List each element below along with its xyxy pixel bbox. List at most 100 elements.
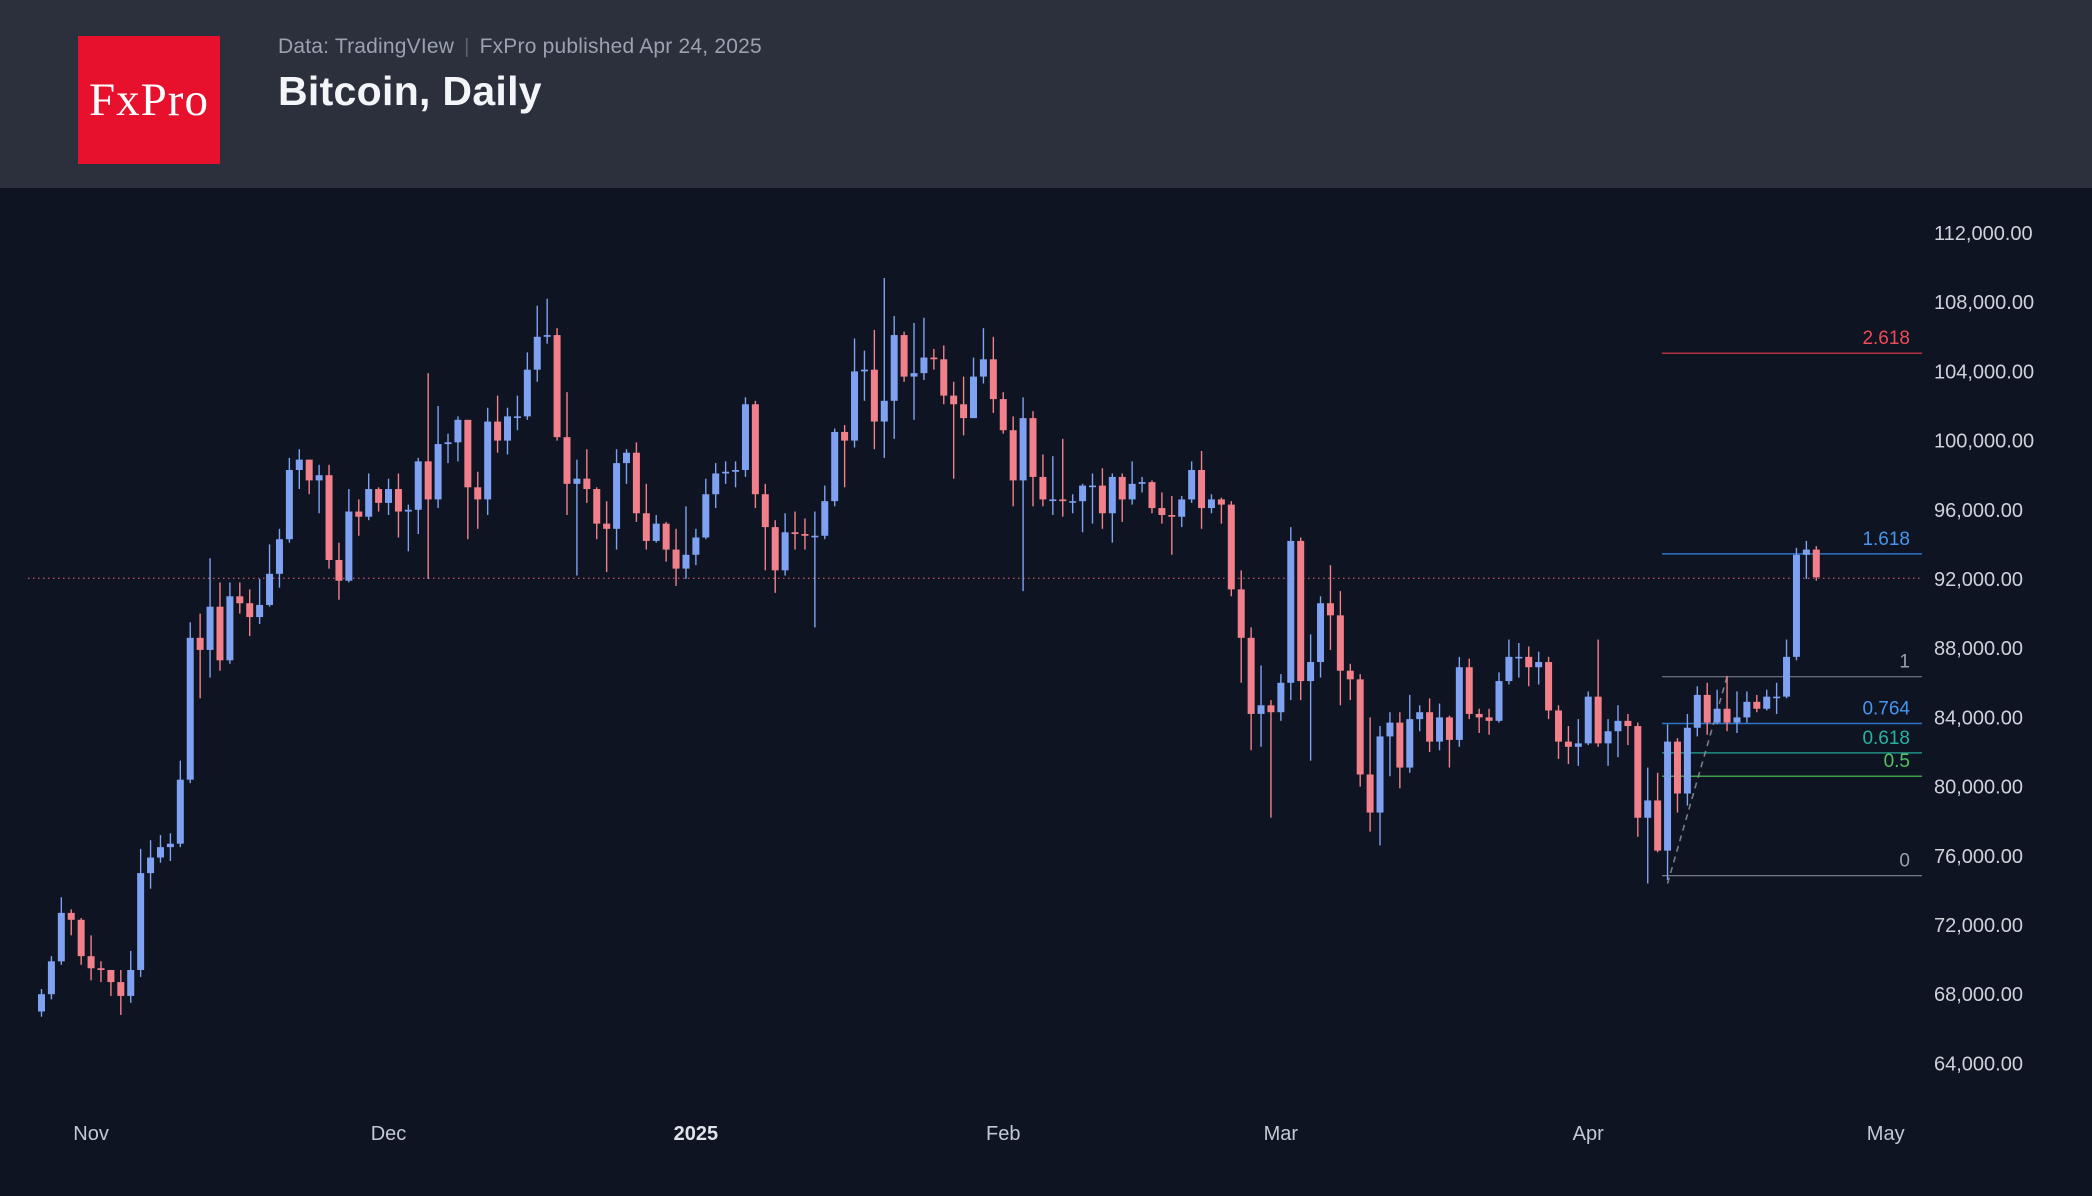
candle-up — [1515, 656, 1523, 659]
y-axis-label: 108,000.00 — [1934, 292, 2034, 314]
y-axis-label: 68,000.00 — [1934, 984, 2023, 1006]
candle-down — [553, 335, 561, 438]
candle-down — [97, 968, 105, 970]
candle-down — [771, 527, 779, 571]
candle-down — [1366, 774, 1374, 813]
candle-down — [1654, 800, 1662, 851]
candle-up — [285, 470, 293, 540]
candle-down — [1168, 514, 1176, 517]
candle-up — [345, 511, 353, 581]
candle-up — [176, 779, 184, 844]
candle-up — [454, 419, 462, 443]
candle-down — [375, 489, 383, 503]
candle-down — [1237, 589, 1245, 638]
fib-label-1: 1 — [1899, 652, 1910, 673]
candle-up — [722, 471, 730, 474]
candle-up — [523, 369, 531, 417]
candle-down — [751, 404, 759, 495]
candle-up — [652, 523, 660, 541]
candle-up — [484, 421, 492, 500]
candle-up — [147, 857, 155, 874]
candle-up — [1188, 470, 1196, 500]
candle-down — [77, 919, 85, 957]
candle-down — [593, 489, 601, 524]
candle-down — [583, 478, 591, 490]
candle-down — [632, 452, 640, 514]
candle-up — [1307, 662, 1315, 682]
candle-down — [67, 912, 75, 920]
x-axis-label-Dec: Dec — [371, 1123, 407, 1145]
candle-up — [1178, 499, 1186, 517]
fib-label-0.5: 0.5 — [1884, 751, 1910, 772]
candle-down — [1594, 696, 1602, 744]
candle-up — [1277, 682, 1285, 713]
candle-down — [216, 606, 224, 661]
candle-up — [186, 637, 194, 780]
candle-down — [1564, 741, 1572, 747]
candle-up — [513, 416, 521, 418]
candle-down — [1267, 705, 1275, 713]
y-axis-label: 100,000.00 — [1934, 431, 2034, 453]
x-axis-label-Nov: Nov — [73, 1123, 109, 1145]
y-axis-label: 104,000.00 — [1934, 361, 2034, 383]
candle-up — [1783, 656, 1791, 697]
y-axis-label: 76,000.00 — [1934, 846, 2023, 868]
candle-down — [950, 395, 958, 405]
candle-down — [603, 523, 611, 529]
fxpro-logo: FxPro — [78, 36, 220, 164]
candle-up — [1495, 681, 1503, 721]
fib-label-0.764: 0.764 — [1862, 698, 1910, 719]
candle-down — [196, 637, 204, 650]
candle-down — [960, 404, 968, 419]
fib-label-2.618: 2.618 — [1862, 328, 1910, 349]
candle-down — [642, 513, 650, 541]
candle-up — [1792, 554, 1800, 657]
candle-down — [940, 359, 948, 396]
candle-down — [563, 437, 571, 484]
candle-down — [1703, 694, 1711, 723]
candle-up — [127, 969, 135, 996]
header-titles: Data: TradingVIew | FxPro published Apr 24… — [278, 35, 762, 115]
candle-down — [1426, 712, 1434, 742]
candle-up — [434, 444, 442, 500]
candle-down — [1247, 637, 1255, 714]
candle-up — [156, 847, 164, 858]
candle-down — [464, 419, 472, 488]
candle-down — [246, 603, 254, 618]
candle-down — [930, 357, 938, 360]
candle-up — [890, 335, 898, 401]
y-axis-label: 84,000.00 — [1934, 707, 2023, 729]
candle-up — [1079, 485, 1087, 502]
candle-down — [1396, 722, 1404, 768]
published-label: FxPro published Apr 24, 2025 — [479, 35, 762, 58]
candle-up — [1763, 696, 1771, 709]
candle-up — [1049, 499, 1057, 502]
candle-up — [811, 535, 819, 538]
candle-up — [1138, 482, 1146, 484]
candle-up — [1664, 741, 1672, 851]
candle-up — [970, 376, 978, 419]
candle-up — [444, 442, 452, 445]
y-axis-label: 112,000.00 — [1934, 223, 2033, 245]
candle-up — [741, 404, 749, 471]
candle-up — [404, 509, 412, 512]
candle-up — [533, 336, 541, 370]
candle-down — [1029, 418, 1037, 477]
candle-up — [275, 539, 283, 574]
candle-up — [1207, 499, 1215, 509]
candle-down — [1217, 499, 1225, 505]
candle-up — [1614, 720, 1622, 732]
candle-up — [315, 475, 323, 481]
candle-down — [474, 487, 482, 500]
candle-down — [1039, 476, 1047, 500]
candle-down — [1297, 540, 1305, 682]
candle-down — [1009, 430, 1017, 481]
candle-down — [1346, 670, 1354, 680]
y-axis-label: 92,000.00 — [1934, 569, 2023, 591]
candle-up — [385, 489, 393, 503]
candle-down — [325, 475, 333, 560]
candle-up — [266, 573, 274, 605]
candle-down — [1445, 717, 1453, 740]
